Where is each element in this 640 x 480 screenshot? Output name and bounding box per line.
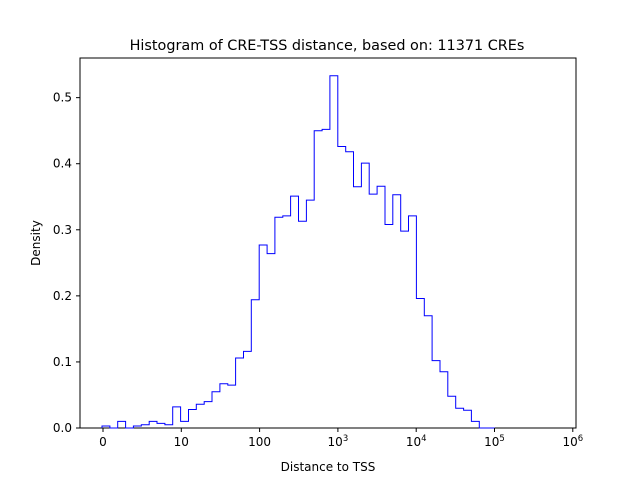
y-tick-label: 0.3 bbox=[53, 223, 72, 237]
y-tick-label: 0.2 bbox=[53, 289, 72, 303]
x-axis-label: Distance to TSS bbox=[281, 460, 376, 474]
x-tick-label: 0 bbox=[99, 435, 107, 449]
plot-frame bbox=[79, 57, 577, 429]
x-tick-label: 103 bbox=[328, 434, 349, 449]
x-tick-label: 100 bbox=[248, 435, 271, 449]
x-axis-ticks: 0 10 100 103 104 105 106 bbox=[99, 428, 583, 449]
y-tick-label: 0.0 bbox=[53, 421, 72, 435]
y-tick-label: 0.1 bbox=[53, 355, 72, 369]
x-tick-label: 106 bbox=[562, 434, 583, 449]
x-tick-label: 105 bbox=[484, 434, 505, 449]
histogram-outline bbox=[101, 75, 495, 429]
x-tick-label: 10 bbox=[174, 435, 189, 449]
y-axis-ticks: 0.0 0.1 0.2 0.3 0.4 0.5 bbox=[53, 91, 80, 435]
y-tick-label: 0.5 bbox=[53, 91, 72, 105]
y-tick-label: 0.4 bbox=[53, 157, 72, 171]
chart-title: Histogram of CRE-TSS distance, based on:… bbox=[130, 38, 525, 54]
x-tick-label: 104 bbox=[406, 434, 427, 449]
y-axis-label: Density bbox=[29, 220, 43, 266]
